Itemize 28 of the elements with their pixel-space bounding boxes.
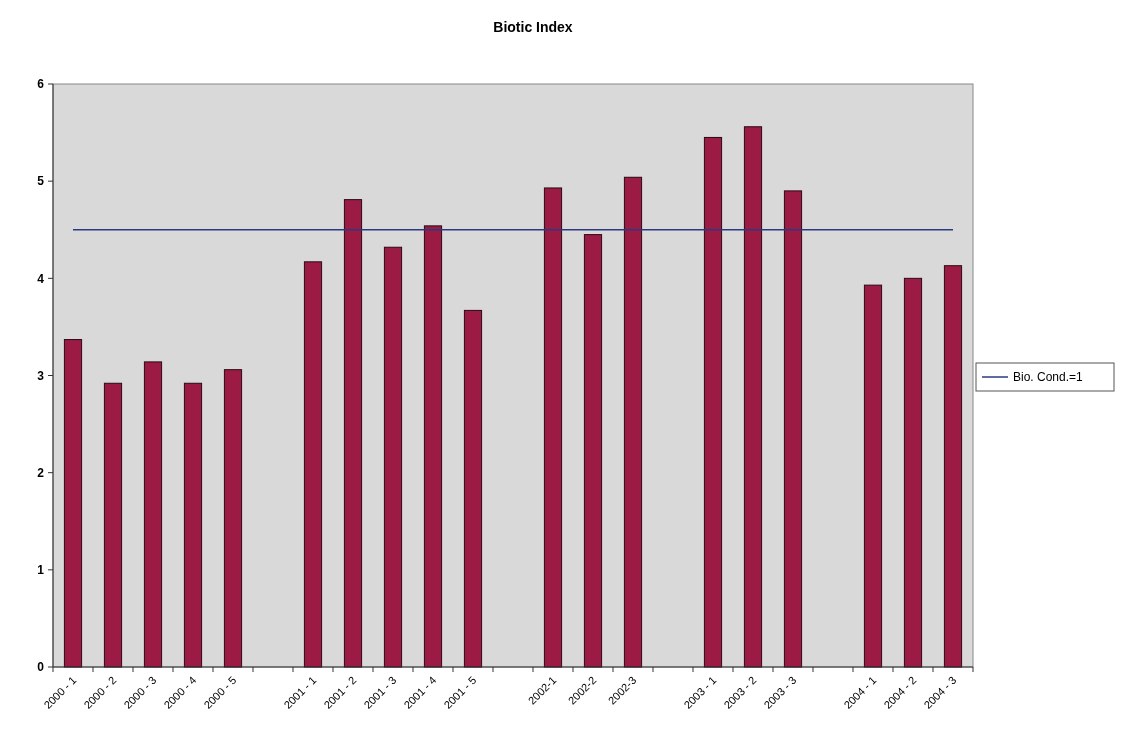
bar xyxy=(743,126,763,668)
bar xyxy=(863,284,883,668)
bar xyxy=(183,382,203,668)
bar xyxy=(103,382,123,668)
y-tick-label: 6 xyxy=(37,77,45,92)
y-tick-label: 1 xyxy=(37,563,45,578)
bar xyxy=(463,309,483,668)
bar xyxy=(303,261,323,668)
bar xyxy=(223,369,243,668)
bar xyxy=(383,246,403,668)
y-tick-label: 2 xyxy=(37,465,45,480)
y-tick-label: 0 xyxy=(37,660,45,675)
bar xyxy=(903,277,923,668)
legend-label: Bio. Cond.=1 xyxy=(1013,370,1084,385)
bar xyxy=(703,136,723,668)
bar xyxy=(943,265,963,668)
bar xyxy=(583,234,603,668)
bar xyxy=(143,361,163,668)
bar xyxy=(343,199,363,668)
chart-title: Biotic Index xyxy=(493,19,573,35)
y-tick-label: 3 xyxy=(37,368,45,383)
bar xyxy=(63,339,83,668)
bar xyxy=(623,176,643,668)
bar xyxy=(423,225,443,668)
bar xyxy=(783,190,803,668)
y-tick-label: 4 xyxy=(37,271,45,286)
y-tick-label: 5 xyxy=(37,174,45,189)
bar xyxy=(543,187,563,668)
